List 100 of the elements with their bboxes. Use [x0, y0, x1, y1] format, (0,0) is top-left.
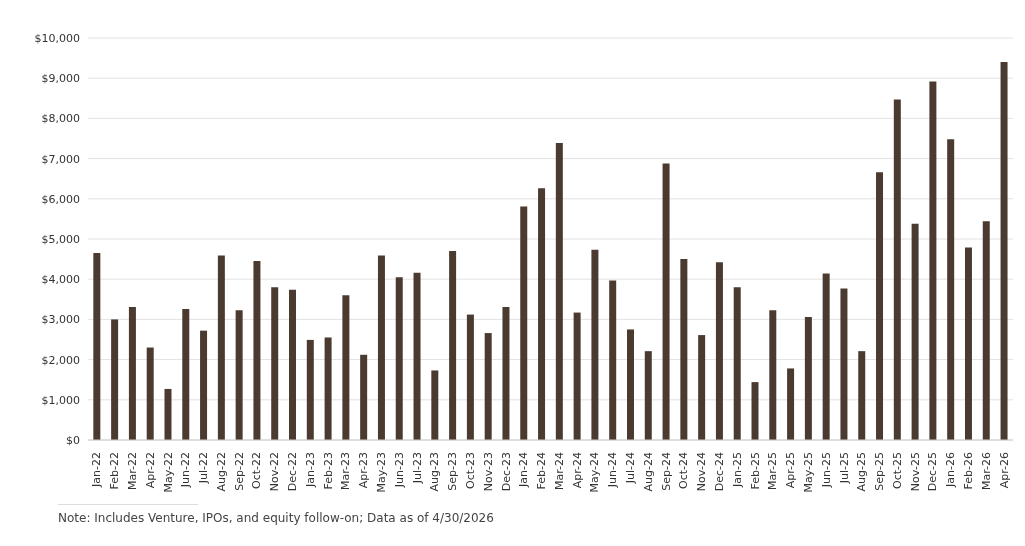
x-tick-label: Mar-24 — [552, 452, 566, 491]
text: Note: Includes Venture, IPOs, and equity follow-on; Data as of 4/30/2026 — [58, 511, 495, 525]
x-tick-label: Dec-22 — [286, 452, 300, 492]
x-tick-label: Jun-23 — [392, 452, 406, 489]
x-tick-label: Aug-25 — [855, 452, 869, 492]
x-tick-label: Jul-23 — [410, 452, 424, 485]
x-tick-label: Feb-23 — [321, 452, 335, 490]
x-tick-label: May-22 — [161, 452, 175, 493]
bar — [164, 388, 172, 440]
x-tick-label: Dec-25 — [926, 452, 940, 492]
bar — [111, 319, 119, 440]
bar — [377, 255, 385, 440]
bar — [715, 262, 723, 440]
bar — [858, 351, 866, 440]
bar — [609, 280, 617, 440]
y-tick-label: $2,000 — [41, 353, 80, 367]
x-tick-label: Dec-23 — [499, 452, 513, 492]
bar — [662, 163, 670, 440]
bar — [538, 188, 546, 440]
bar — [769, 310, 777, 440]
x-tick-label: Apr-23 — [357, 452, 371, 489]
x-tick-label: Jan-26 — [944, 452, 958, 488]
y-tick-label: $7,000 — [41, 152, 80, 166]
bar — [876, 172, 884, 440]
bar — [324, 337, 332, 440]
x-tick-label: Jun-24 — [606, 452, 620, 489]
y-tick-label: $10,000 — [34, 31, 80, 45]
bar — [484, 333, 492, 440]
x-tick-label: Aug-22 — [214, 452, 228, 492]
x-tick-label: Jun-25 — [819, 452, 833, 489]
x-tick-label: Feb-25 — [748, 452, 762, 490]
x-tick-label: Sep-25 — [873, 452, 887, 491]
x-tick-label: Jul-24 — [624, 452, 638, 485]
bar — [751, 382, 759, 440]
bar — [200, 330, 208, 440]
x-tick-label: Mar-25 — [766, 452, 780, 491]
y-tick-label: $8,000 — [41, 112, 80, 126]
x-tick-label: Jan-23 — [303, 452, 317, 488]
x-tick-label: Aug-24 — [641, 452, 655, 492]
bar — [360, 354, 368, 440]
y-tick-label: $9,000 — [41, 72, 80, 86]
bar — [644, 351, 652, 440]
x-tick-label: Jul-25 — [837, 452, 851, 485]
x-tick-label: Jan-25 — [730, 452, 744, 488]
x-tick-label: Sep-24 — [659, 452, 673, 491]
bar — [342, 295, 350, 440]
bar — [449, 251, 457, 440]
x-tick-label: Mar-26 — [979, 452, 993, 491]
bar — [787, 368, 795, 440]
x-tick-label: Apr-22 — [143, 452, 157, 489]
x-tick-label: Sep-22 — [232, 452, 246, 491]
x-tick-label: Jan-22 — [90, 452, 104, 488]
x-tick-label: Oct-22 — [250, 452, 264, 489]
bar — [182, 308, 190, 440]
x-tick-label: Jun-22 — [179, 452, 193, 489]
y-tick-label: $6,000 — [41, 192, 80, 206]
bar — [146, 347, 154, 440]
bar — [680, 259, 688, 440]
bar — [502, 306, 510, 440]
y-tick-label: $3,000 — [41, 313, 80, 327]
bar — [964, 247, 972, 440]
bar — [555, 142, 563, 440]
bar — [804, 316, 812, 440]
bar — [1000, 62, 1008, 440]
bar — [626, 329, 634, 440]
x-tick-label: Jul-22 — [197, 452, 211, 485]
x-tick-label: Apr-25 — [784, 452, 798, 489]
y-tick-label: $4,000 — [41, 273, 80, 287]
x-tick-label: Sep-23 — [446, 452, 460, 491]
x-tick-label: Oct-24 — [677, 452, 691, 489]
bar — [822, 273, 830, 440]
bar — [591, 249, 599, 440]
bar — [289, 289, 297, 440]
bar — [929, 81, 937, 440]
y-tick-label: $5,000 — [41, 232, 80, 246]
x-tick-label: Oct-25 — [890, 452, 904, 489]
bar — [93, 253, 101, 440]
x-tick-label: Oct-23 — [463, 452, 477, 489]
x-tick-label: May-24 — [588, 452, 602, 493]
bar — [253, 261, 261, 440]
x-tick-label: Nov-24 — [695, 452, 709, 492]
bar — [893, 99, 901, 440]
x-tick-label: May-25 — [801, 452, 815, 493]
bar — [413, 272, 421, 440]
x-tick-label: Apr-24 — [570, 452, 584, 489]
bar — [520, 206, 528, 440]
x-tick-label: Nov-22 — [268, 452, 282, 492]
bar — [395, 277, 403, 440]
bar — [840, 288, 848, 440]
x-tick-label: Aug-23 — [428, 452, 442, 492]
x-tick-label: Mar-23 — [339, 452, 353, 491]
bar — [733, 287, 741, 440]
bar — [271, 287, 279, 440]
x-tick-label: Nov-25 — [908, 452, 922, 492]
bar — [128, 306, 136, 440]
bar — [306, 339, 314, 440]
bar — [235, 310, 243, 440]
x-tick-label: Nov-23 — [481, 452, 495, 492]
x-tick-label: Apr-26 — [997, 452, 1011, 489]
x-tick-label: Mar-22 — [125, 452, 139, 491]
